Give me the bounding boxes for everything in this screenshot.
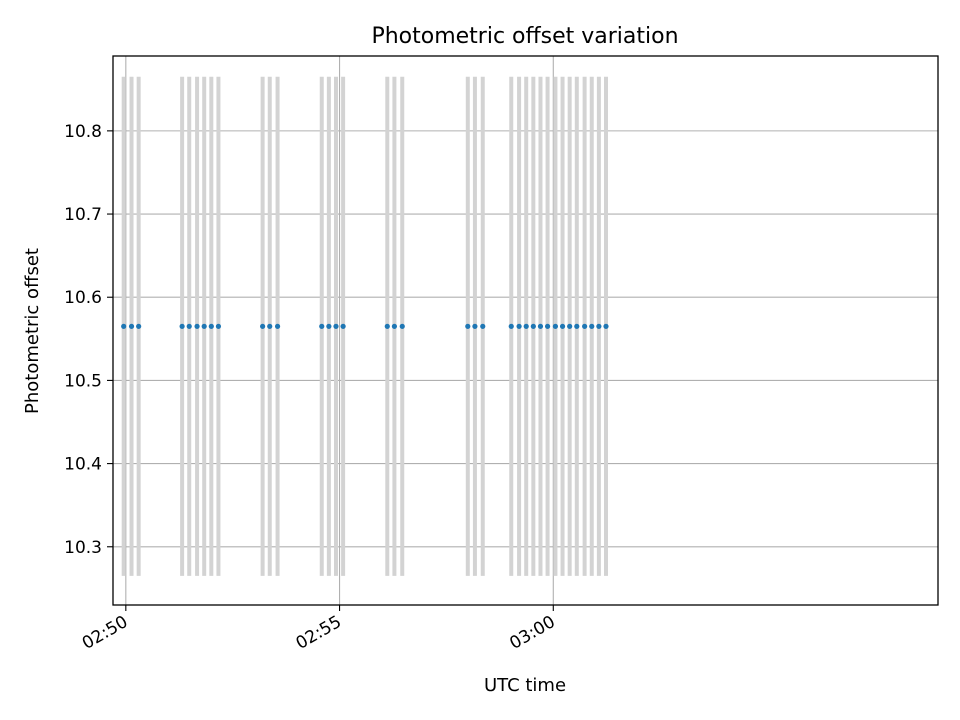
data-point xyxy=(136,323,142,329)
data-point xyxy=(121,323,127,329)
data-point xyxy=(552,323,559,329)
x-axis-label: UTC time xyxy=(484,675,566,696)
data-point xyxy=(589,323,595,329)
plot-frame xyxy=(112,55,939,606)
x-tick-label: 02:55 xyxy=(293,612,345,654)
data-points xyxy=(121,323,609,329)
data-point xyxy=(516,323,522,329)
data-point xyxy=(523,323,529,329)
data-point xyxy=(260,323,266,329)
data-point xyxy=(208,323,214,329)
data-point xyxy=(544,323,551,329)
data-point xyxy=(201,323,207,329)
data-point xyxy=(399,323,405,329)
data-point xyxy=(267,323,273,329)
y-tick-label: 10.5 xyxy=(64,371,102,391)
data-point xyxy=(508,323,514,329)
data-point xyxy=(559,323,566,329)
y-tick-label: 10.3 xyxy=(64,538,102,558)
data-point xyxy=(582,323,588,329)
y-tick-label: 10.6 xyxy=(64,288,102,308)
data-point xyxy=(194,323,200,329)
data-point xyxy=(128,323,135,329)
data-point xyxy=(530,323,536,329)
data-point xyxy=(186,323,192,329)
data-point xyxy=(340,323,346,329)
y-tick-label: 10.4 xyxy=(64,455,102,475)
y-tick-label: 10.7 xyxy=(64,205,102,225)
data-point xyxy=(215,323,222,329)
data-point xyxy=(480,323,486,329)
y-axis-label: Photometric offset xyxy=(22,248,43,414)
y-tick-label: 10.8 xyxy=(64,122,102,142)
chart-title: Photometric offset variation xyxy=(371,24,678,49)
y-axis-ticks: 10.3 10.4 10.5 10.6 10.7 10.8 xyxy=(64,122,113,558)
data-point xyxy=(319,323,325,329)
data-point xyxy=(179,323,185,329)
data-point xyxy=(391,323,398,329)
data-point xyxy=(574,323,580,329)
data-point xyxy=(596,323,602,329)
data-point xyxy=(472,323,478,329)
x-tick-label: 03:00 xyxy=(506,612,558,654)
data-point xyxy=(603,323,609,329)
data-point xyxy=(465,323,471,329)
data-point xyxy=(567,323,573,329)
data-point xyxy=(326,323,332,329)
data-point xyxy=(333,323,339,329)
x-axis-ticks: 02:50 02:55 03:00 xyxy=(79,605,559,654)
data-point xyxy=(384,323,390,329)
data-point xyxy=(537,323,544,329)
x-tick-label: 02:50 xyxy=(79,612,131,654)
data-point xyxy=(274,323,281,329)
